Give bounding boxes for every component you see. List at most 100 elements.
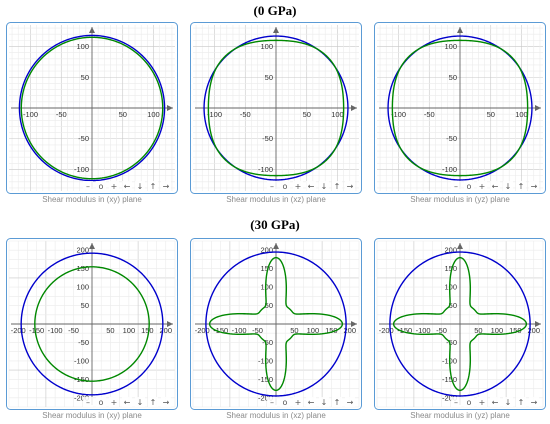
polar-chart: -100 -50 50 100 -100 -50 50 100 – o + ← ↓ ↑ → — [374, 22, 546, 194]
zoom-out-button[interactable]: – — [86, 182, 90, 191]
y-tick-label: -100 — [74, 356, 89, 365]
nav-button-bg — [109, 181, 119, 191]
pan-right-button[interactable]: → — [347, 182, 354, 191]
zoom-in-button[interactable]: + — [111, 398, 118, 407]
pan-up-button[interactable]: ↑ — [150, 398, 157, 407]
nav-button-bg — [96, 181, 106, 191]
x-tick-label: -200 — [379, 326, 394, 335]
x-tick-label: 200 — [344, 326, 357, 335]
pan-down-button[interactable]: ↓ — [137, 398, 144, 407]
x-axis-arrow-icon — [167, 105, 173, 111]
y-tick-label: -50 — [446, 338, 457, 347]
pan-up-button[interactable]: ↑ — [518, 398, 525, 407]
pan-down-button[interactable]: ↓ — [505, 398, 512, 407]
min-shear-curve — [208, 256, 344, 392]
zoom-in-button[interactable]: + — [295, 398, 302, 407]
polar-chart-panel[interactable]: -100 -50 50 100 -100 -50 50 100 – o + ← ↓ ↑ → Shear mod… — [6, 22, 178, 208]
nav-button-bg — [109, 397, 119, 407]
y-tick-label: 50 — [81, 73, 89, 82]
nav-button-bg — [464, 397, 474, 407]
pan-left-button[interactable]: ← — [308, 182, 315, 191]
y-tick-label: 50 — [449, 301, 457, 310]
x-tick-label: 50 — [487, 110, 495, 119]
reset-button[interactable]: o — [283, 398, 288, 407]
x-tick-label: -50 — [68, 326, 79, 335]
nav-button-bg — [490, 181, 500, 191]
y-tick-label: 100 — [444, 283, 457, 292]
pan-up-button[interactable]: ↑ — [518, 182, 525, 191]
reset-button[interactable]: o — [99, 398, 104, 407]
y-tick-label: -50 — [78, 338, 89, 347]
nav-button-bg — [83, 397, 93, 407]
x-tick-label: 200 — [528, 326, 541, 335]
nav-controls: – o + ← ↓ ↑ → — [451, 181, 539, 191]
x-tick-label: -50 — [424, 110, 435, 119]
y-tick-label: 100 — [444, 42, 457, 51]
pan-left-button[interactable]: ← — [124, 182, 131, 191]
zoom-out-button[interactable]: – — [454, 398, 458, 407]
x-axis-arrow-icon — [351, 321, 357, 327]
polar-chart-panel[interactable]: -200 -150 -100 -50 50 100 150 200 -200 -150 -100 -5… — [190, 238, 362, 424]
reset-button[interactable]: o — [467, 182, 472, 191]
pan-up-button[interactable]: ↑ — [150, 182, 157, 191]
x-tick-label: -100 — [207, 110, 222, 119]
pan-left-button[interactable]: ← — [492, 398, 499, 407]
reset-button[interactable]: o — [467, 398, 472, 407]
pan-right-button[interactable]: → — [347, 398, 354, 407]
y-tick-label: 50 — [265, 73, 273, 82]
polar-chart-panel[interactable]: -100 -50 50 100 -100 -50 50 100 – o + ← ↓ ↑ → Shear mod… — [374, 22, 546, 208]
y-tick-label: -200 — [442, 393, 457, 402]
pan-left-button[interactable]: ← — [308, 398, 315, 407]
zoom-out-button[interactable]: – — [454, 182, 458, 191]
zoom-in-button[interactable]: + — [111, 182, 118, 191]
y-tick-label: 150 — [444, 264, 457, 273]
y-tick-label: -50 — [262, 338, 273, 347]
pan-right-button[interactable]: → — [531, 398, 538, 407]
nav-button-bg — [477, 181, 487, 191]
pan-down-button[interactable]: ↓ — [505, 182, 512, 191]
nav-button-bg — [490, 397, 500, 407]
polar-chart-panel[interactable]: -200 -150 -100 -50 50 100 150 200 -200 -150 -100 -5… — [374, 238, 546, 424]
pan-left-button[interactable]: ← — [492, 182, 499, 191]
pan-up-button[interactable]: ↑ — [334, 398, 341, 407]
pan-down-button[interactable]: ↓ — [321, 398, 328, 407]
reset-button[interactable]: o — [99, 182, 104, 191]
x-tick-label: 50 — [106, 326, 114, 335]
x-tick-label: 50 — [303, 110, 311, 119]
max-shear-curve — [20, 252, 164, 396]
y-tick-label: -200 — [74, 393, 89, 402]
y-axis-arrow-icon — [89, 27, 95, 33]
x-axis-arrow-icon — [351, 105, 357, 111]
x-tick-label: 100 — [123, 326, 136, 335]
polar-chart-panel[interactable]: -200 -150 -100 -50 50 100 150 200 -200 -150 -100 -5… — [6, 238, 178, 424]
min-shear-curve — [207, 39, 345, 177]
zoom-in-button[interactable]: + — [479, 398, 486, 407]
nav-button-bg — [345, 181, 355, 191]
y-tick-label: -150 — [442, 375, 457, 384]
pan-right-button[interactable]: → — [163, 182, 170, 191]
zoom-in-button[interactable]: + — [479, 182, 486, 191]
pan-down-button[interactable]: ↓ — [137, 182, 144, 191]
nav-button-bg — [332, 397, 342, 407]
min-shear-curve — [34, 266, 150, 382]
zoom-out-button[interactable]: – — [270, 182, 274, 191]
x-tick-label: -50 — [240, 110, 251, 119]
nav-button-bg — [280, 397, 290, 407]
nav-button-bg — [267, 397, 277, 407]
nav-button-bg — [451, 397, 461, 407]
nav-controls: – o + ← ↓ ↑ → — [451, 397, 539, 407]
x-tick-label: -200 — [195, 326, 210, 335]
pan-up-button[interactable]: ↑ — [334, 182, 341, 191]
pan-right-button[interactable]: → — [163, 398, 170, 407]
reset-button[interactable]: o — [283, 182, 288, 191]
pan-down-button[interactable]: ↓ — [321, 182, 328, 191]
y-axis-arrow-icon — [273, 27, 279, 33]
nav-button-bg — [122, 181, 132, 191]
chart-caption: Shear modulus in (xz) plane — [226, 411, 326, 420]
zoom-out-button[interactable]: – — [86, 398, 90, 407]
zoom-in-button[interactable]: + — [295, 182, 302, 191]
polar-chart-panel[interactable]: -100 -50 50 100 -100 -50 50 100 – o + ← ↓ ↑ → Shear mod… — [190, 22, 362, 208]
zoom-out-button[interactable]: – — [270, 398, 274, 407]
pan-right-button[interactable]: → — [531, 182, 538, 191]
pan-left-button[interactable]: ← — [124, 398, 131, 407]
